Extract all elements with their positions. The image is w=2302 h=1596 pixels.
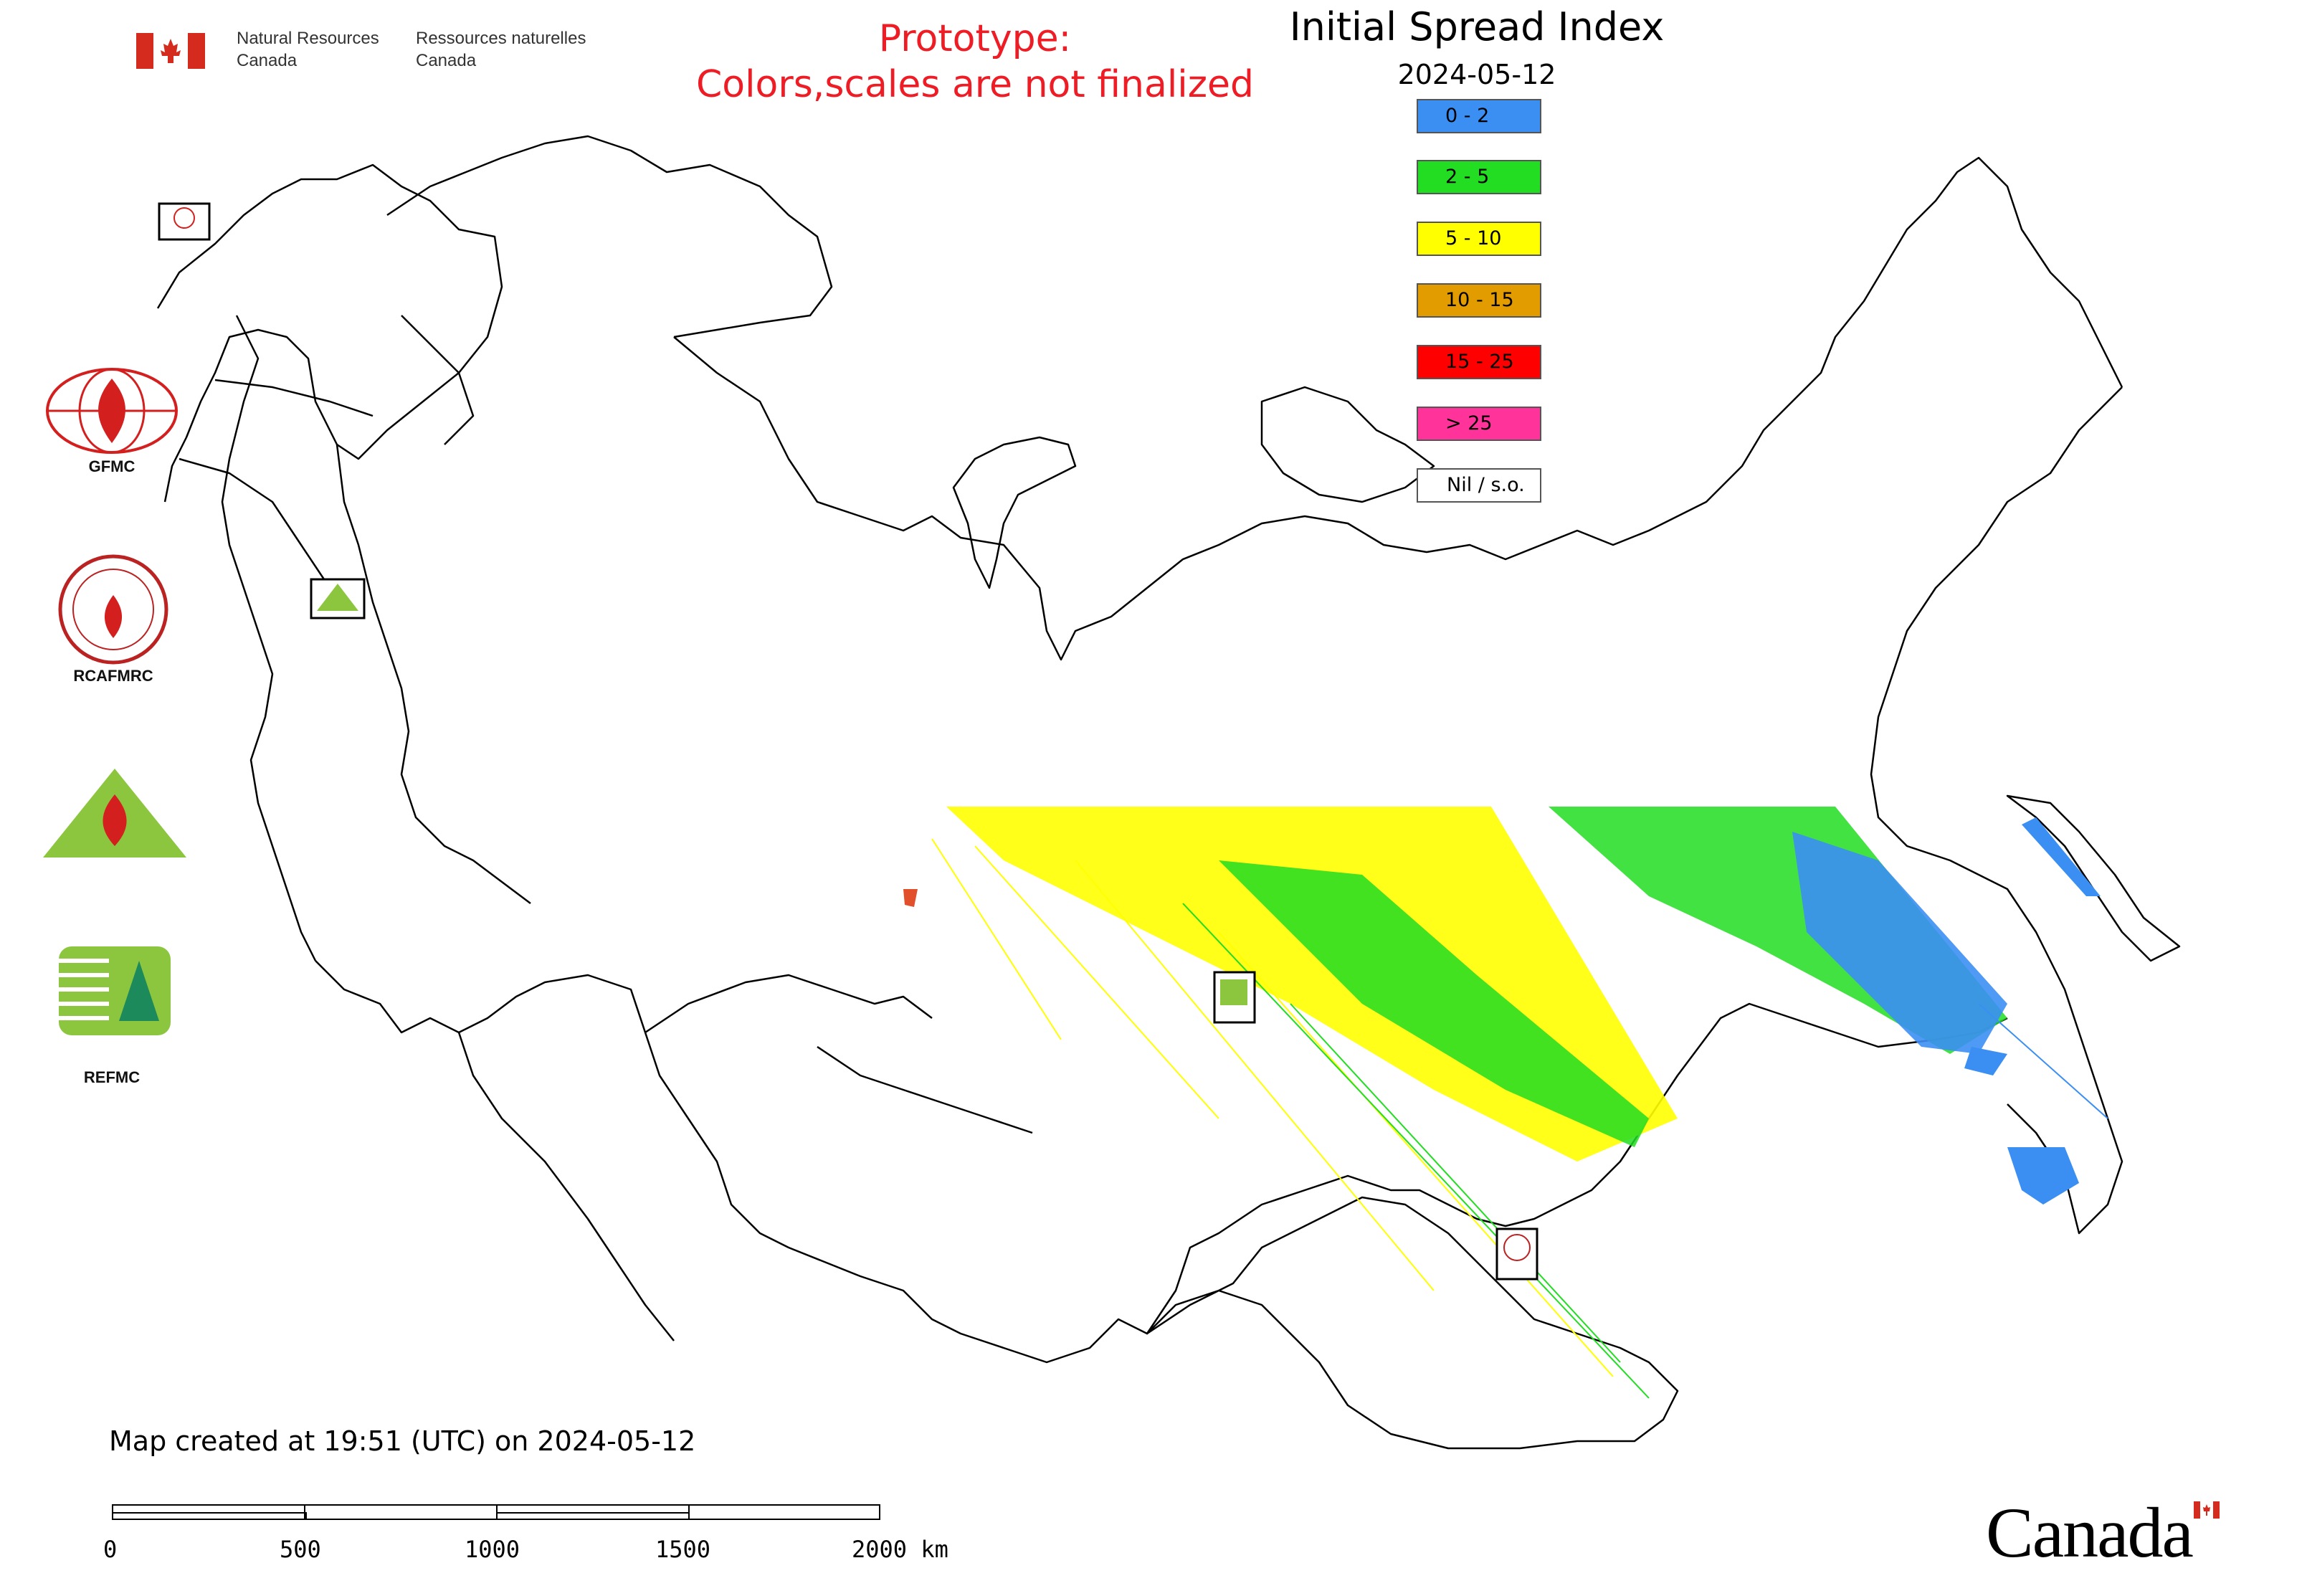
legend-item-2-5: 2 - 5 [1417, 160, 1541, 194]
rcafmrc-caption: RCAFMRC [73, 667, 153, 685]
scale-tick-0: 0 [103, 1536, 118, 1563]
legend-item-gt-25: > 25 [1417, 407, 1541, 441]
legend-item-10-15: 10 - 15 [1417, 283, 1541, 318]
org-name-french: Ressources naturelles Canada [416, 29, 586, 70]
wordmark-flag-icon [2194, 1501, 2220, 1519]
reefmc-triangle-logo [39, 766, 191, 866]
legend-item-0-2: 0 - 2 [1417, 99, 1541, 133]
legend-item-nil: Nil / s.o. [1417, 468, 1541, 503]
scale-tick-2000: 2000 km [852, 1536, 948, 1563]
prototype-notice: Prototype: Colors,scales are not finaliz… [695, 17, 1255, 106]
gfmc-globe-flame-logo [40, 364, 184, 457]
country-boundaries [156, 135, 2181, 1450]
map-markers[interactable] [158, 202, 1538, 1281]
refmc-caption: REFMC [83, 1068, 141, 1086]
map-created-note: Map created at 19:51 (UTC) on 2024-05-12 [109, 1425, 696, 1457]
legend-item-5-10: 5 - 10 [1417, 222, 1541, 256]
scale-tick-1000: 1000 [465, 1536, 520, 1563]
scale-bar [112, 1504, 880, 1520]
nrcan-signature: Natural Resources Canada Ressources natur… [136, 27, 609, 77]
gfmc-caption: GFMC [88, 457, 135, 475]
rcafmrc-marker-icon [1495, 1227, 1538, 1281]
scale-tick-1500: 1500 [655, 1536, 711, 1563]
rcafmrc-seal-logo [57, 554, 169, 665]
legend-item-15-25: 15 - 25 [1417, 345, 1541, 379]
isi-data-overlay [903, 807, 2108, 1399]
org-name-english: Natural Resources Canada [237, 29, 379, 70]
canada-flag-icon [136, 33, 205, 69]
refmc-sigma-logo [59, 946, 171, 1035]
canada-wordmark: Canada [1986, 1493, 2194, 1572]
gfmc-marker-icon [158, 202, 211, 241]
map-date: 2024-05-12 [1397, 59, 1556, 90]
map-title: Initial Spread Index [1289, 4, 1665, 49]
scale-tick-500: 500 [280, 1536, 321, 1563]
